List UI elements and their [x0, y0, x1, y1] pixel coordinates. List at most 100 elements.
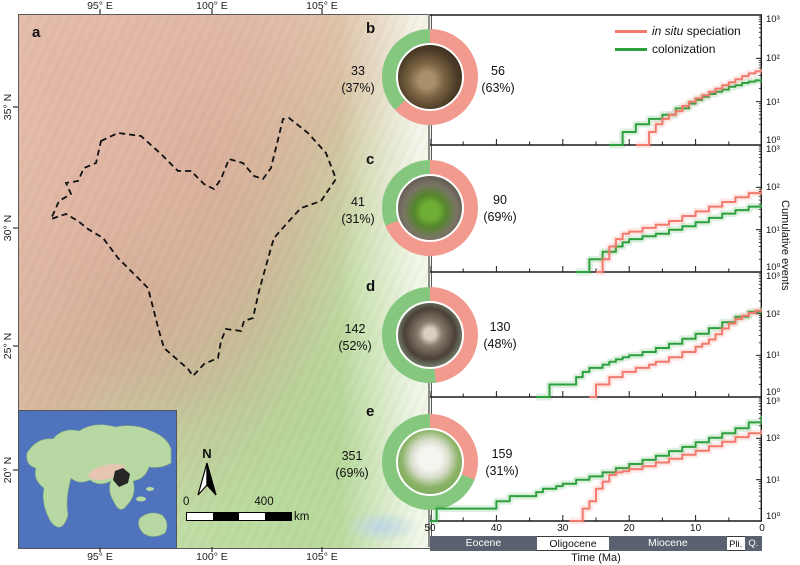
x-tick-label: 30 [557, 523, 569, 534]
count-percent: (69%) [335, 465, 369, 480]
x-tick-label: 0 [759, 523, 765, 534]
epoch-Eocene: Eocene [430, 536, 537, 551]
colonization-count-c: 41 (31%) [326, 194, 390, 228]
in-situ-speciation-curve [589, 308, 762, 398]
count-value: 41 [351, 195, 365, 209]
legend-line-speciation [615, 30, 647, 33]
legend-italic-part: in situ [652, 24, 684, 38]
count-value: 142 [344, 322, 366, 336]
donut-chart-amphibians [382, 29, 478, 125]
lat-label-25n: 25° N [2, 332, 14, 360]
colonization-curve [430, 415, 762, 522]
speciation-count-b: 56 (63%) [466, 63, 530, 97]
count-percent: (31%) [485, 463, 519, 478]
in-situ-speciation-curve [569, 430, 762, 522]
count-value: 33 [351, 64, 365, 78]
colonization-count-e: 351 (69%) [320, 448, 384, 482]
count-percent: (52%) [338, 338, 372, 353]
island-1 [136, 496, 146, 502]
count-percent: (37%) [341, 80, 375, 95]
cumulative-events-plots [430, 14, 762, 525]
island-2 [146, 487, 154, 491]
scale-end-label: 400 [254, 496, 274, 508]
y-tick-label: 10⁰ [766, 387, 781, 398]
panel-label-c: c [366, 151, 375, 168]
lon-label-bottom-105e: 105° E [306, 551, 338, 563]
count-value: 130 [489, 320, 511, 334]
colonization-curve [576, 203, 762, 273]
legend-text-part: colonization [652, 42, 716, 56]
y-tick-label: 10² [766, 53, 780, 65]
y-tick-label: 10³ [766, 144, 780, 155]
x-tick-label: 50 [424, 523, 436, 534]
legend-label-speciation: in situ speciation [652, 24, 741, 38]
donut-chart-birds [382, 414, 478, 510]
x-tick-label: 20 [623, 523, 635, 534]
y-tick-label: 10⁰ [766, 135, 781, 146]
y-tick-label: 10³ [766, 271, 780, 282]
bird-photo [396, 428, 464, 496]
north-label: N [202, 446, 212, 461]
colonization-count-b: 33 (37%) [326, 63, 390, 97]
panel-label-a: a [32, 24, 41, 41]
y-tick-label: 10¹ [766, 96, 780, 108]
lat-label-30n: 30° N [2, 214, 14, 242]
count-percent: (63%) [481, 80, 515, 95]
lon-label-bottom-100e: 100° E [196, 551, 228, 563]
panel-label-e: e [366, 403, 375, 420]
y-tick-label: 10¹ [766, 224, 780, 236]
x-tick-label: 40 [490, 523, 502, 534]
count-percent: (48%) [483, 336, 517, 351]
legend-line-colonization [615, 48, 647, 51]
frog-photo [396, 43, 464, 111]
y-tick-label: 10² [766, 308, 780, 320]
count-value: 56 [491, 64, 505, 78]
charts-background [430, 14, 800, 548]
scale-bar: 0 400 km [183, 496, 316, 523]
donut-chart-reptiles [382, 160, 478, 256]
geologic-epoch-bar: Eocene Oligocene Miocene Pli. Q. [430, 536, 762, 551]
count-value: 90 [493, 193, 507, 207]
x-tick-label: 10 [690, 523, 702, 534]
y-tick-label: 10² [766, 182, 780, 194]
lon-label-top-105e: 105° E [306, 0, 338, 12]
y-axis-title: Cumulative events [779, 200, 791, 291]
scale-unit-label: km [294, 511, 310, 523]
x-axis-title: Time (Ma) [571, 552, 621, 564]
y-tick-label: 10⁰ [766, 511, 781, 522]
y-tick-label: 10¹ [766, 350, 780, 362]
hotspot-boundary-outline [49, 117, 338, 378]
north-arrow: N [192, 446, 222, 497]
panel-label-d: d [366, 278, 376, 295]
in-situ-speciation-curve [635, 69, 762, 146]
colonization-band [430, 415, 762, 525]
relief-map [18, 14, 432, 549]
count-percent: (69%) [483, 209, 517, 224]
count-value: 159 [491, 447, 513, 461]
colonization-curve [536, 307, 762, 398]
count-value: 351 [341, 449, 363, 463]
in-situ-speciation-curve [596, 189, 762, 273]
inset-world-map [18, 410, 177, 549]
lon-label-top-95e: 95° E [87, 0, 113, 12]
lat-label-20n: 20° N [2, 456, 14, 484]
lat-label-35n: 35° N [2, 93, 14, 121]
y-tick-label: 10³ [766, 396, 780, 407]
study-area-marker [113, 468, 130, 487]
colonization-count-d: 142 (52%) [323, 321, 387, 355]
landmass-australia [138, 512, 168, 537]
legend-label-colonization: colonization [652, 42, 715, 56]
lizard-photo [396, 174, 464, 242]
epoch-Oligocene: Oligocene [536, 536, 610, 551]
world-map-graphic [19, 411, 176, 548]
epoch-Pli: Pli. [726, 536, 745, 551]
scale-bar-segments [186, 512, 292, 521]
lon-label-bottom-95e: 95° E [87, 551, 113, 563]
y-tick-label: 10⁰ [766, 262, 781, 273]
compass-needle-icon [197, 462, 217, 496]
speciation-count-c: 90 (69%) [468, 192, 532, 226]
scale-start-label: 0 [183, 496, 190, 508]
y-tick-label: 10² [766, 433, 780, 445]
epoch-Miocene: Miocene [609, 536, 727, 551]
